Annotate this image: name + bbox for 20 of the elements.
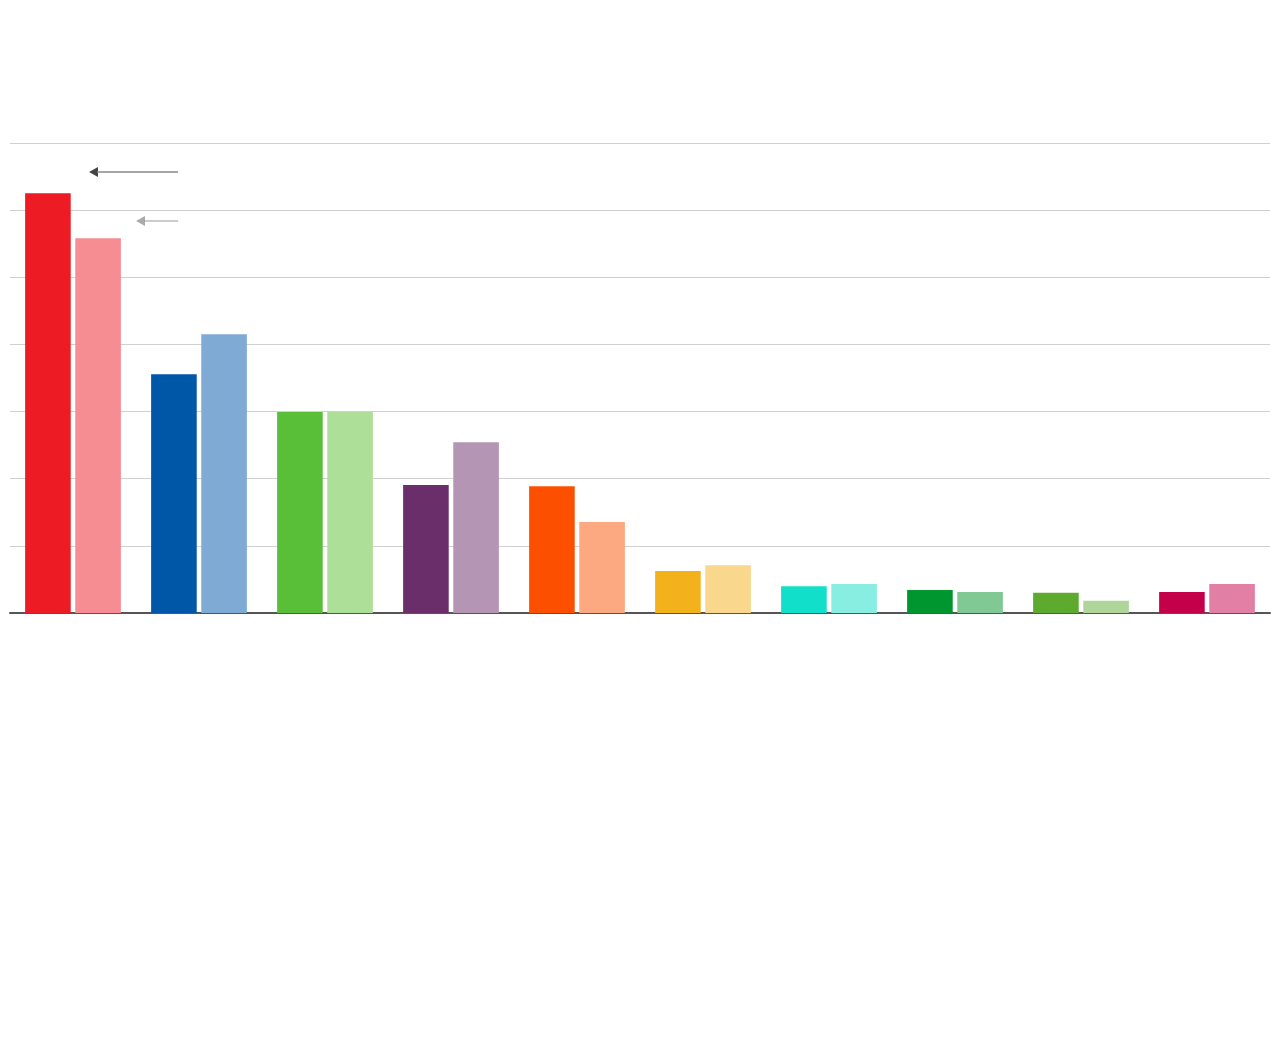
- bar: [201, 334, 247, 613]
- bar: [1083, 600, 1129, 613]
- bar: [705, 565, 751, 613]
- bar: [655, 571, 701, 613]
- bar: [327, 411, 373, 613]
- bar: [453, 442, 499, 613]
- bar: [277, 411, 323, 613]
- bar: [579, 521, 625, 613]
- bar: [957, 592, 1003, 613]
- bar: [907, 589, 953, 613]
- bar: [1033, 592, 1079, 613]
- bar: [403, 485, 449, 613]
- bar: [831, 584, 877, 613]
- bar: [75, 238, 121, 613]
- bar: [1209, 584, 1255, 613]
- bar: [529, 486, 575, 613]
- bar: [25, 193, 71, 613]
- bar: [151, 374, 197, 613]
- bar: [781, 586, 827, 613]
- bar: [1159, 592, 1205, 613]
